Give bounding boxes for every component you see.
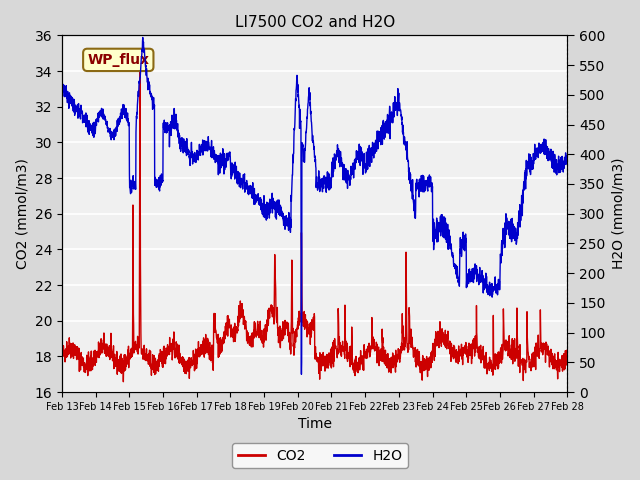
Text: WP_flux: WP_flux	[87, 53, 149, 67]
Y-axis label: CO2 (mmol/m3): CO2 (mmol/m3)	[15, 158, 29, 269]
Legend: CO2, H2O: CO2, H2O	[232, 443, 408, 468]
Title: LI7500 CO2 and H2O: LI7500 CO2 and H2O	[234, 15, 395, 30]
X-axis label: Time: Time	[298, 418, 332, 432]
Y-axis label: H2O (mmol/m3): H2O (mmol/m3)	[611, 158, 625, 269]
